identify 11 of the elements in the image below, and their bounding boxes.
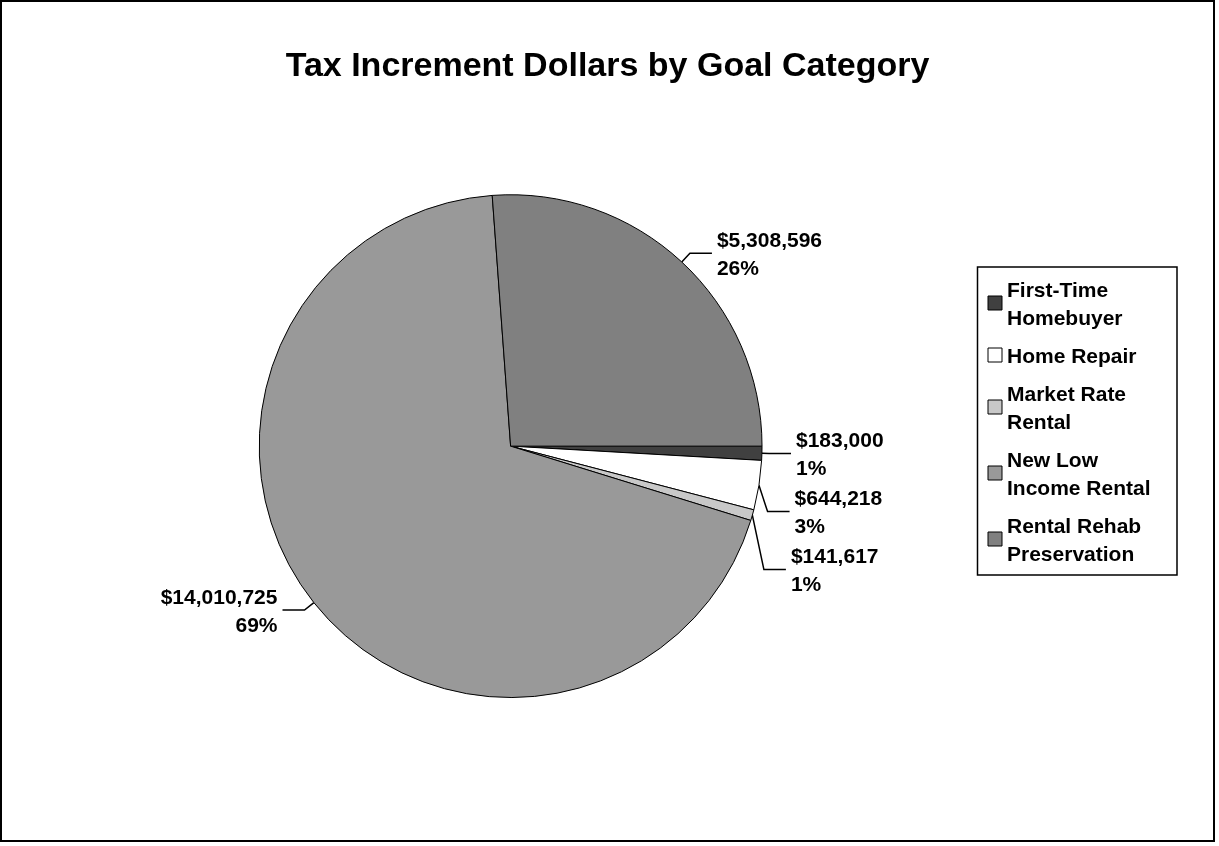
data-label: $183,000 1% <box>796 428 884 480</box>
legend-label: First-Time Homebuyer <box>1007 277 1123 329</box>
data-label: $141,617 1% <box>790 544 879 596</box>
legend-label: Market Rate Rental <box>1007 381 1132 433</box>
data-label: $644,218 3% <box>794 486 883 538</box>
data-label: $14,010,725 69% <box>160 584 278 636</box>
data-label: $5,308,596 26% <box>716 227 823 279</box>
legend-label: Home Repair <box>1007 343 1137 367</box>
chart-title: Tax Increment Dollars by Goal Category <box>285 45 930 83</box>
legend-label: New Low Income Rental <box>1007 447 1151 499</box>
legend-label: Rental Rehab Preservation <box>1007 513 1148 565</box>
